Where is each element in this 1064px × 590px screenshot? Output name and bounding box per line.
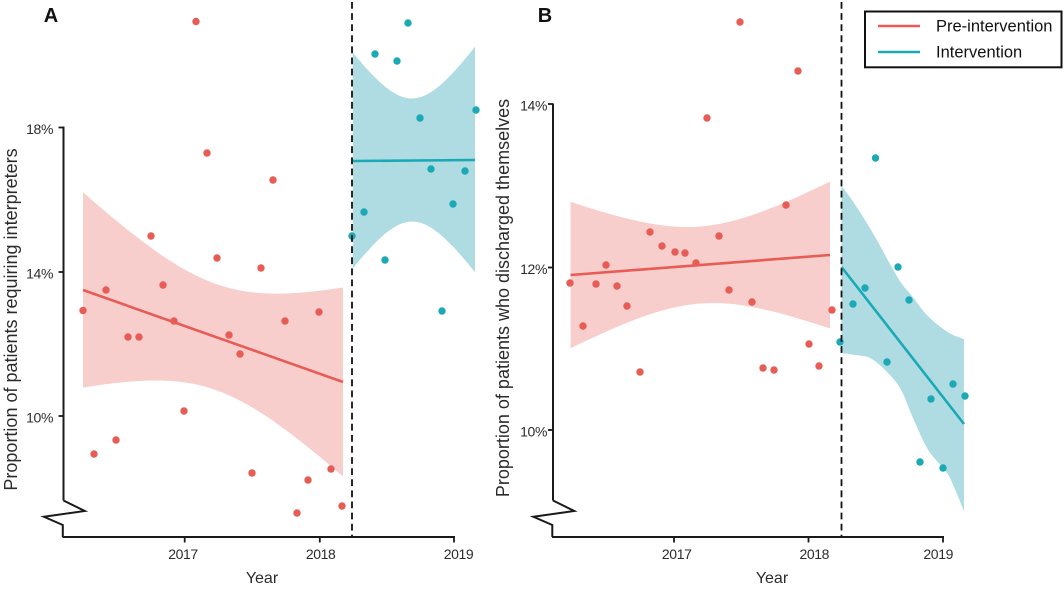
svg-text:14%: 14% — [26, 265, 53, 281]
svg-text:B: B — [538, 5, 552, 27]
svg-text:A: A — [44, 5, 58, 27]
svg-text:18%: 18% — [26, 121, 53, 137]
svg-text:2018: 2018 — [800, 546, 830, 562]
svg-text:2017: 2017 — [168, 546, 198, 562]
svg-text:Proportion of patients requiri: Proportion of patients requiring interpr… — [1, 148, 21, 490]
svg-text:Year: Year — [756, 570, 789, 585]
svg-text:12%: 12% — [520, 261, 547, 277]
svg-text:2019: 2019 — [444, 546, 474, 562]
svg-text:10%: 10% — [520, 423, 547, 439]
svg-text:14%: 14% — [520, 97, 547, 113]
svg-text:10%: 10% — [26, 409, 53, 425]
svg-text:2019: 2019 — [923, 546, 953, 562]
svg-text:Intervention: Intervention — [936, 44, 1022, 62]
svg-text:Year: Year — [246, 570, 279, 585]
svg-text:Pre-intervention: Pre-intervention — [936, 18, 1052, 36]
svg-text:Proportion of patients who dis: Proportion of patients who discharged th… — [493, 99, 513, 497]
svg-text:2017: 2017 — [662, 546, 692, 562]
svg-text:2018: 2018 — [306, 546, 336, 562]
